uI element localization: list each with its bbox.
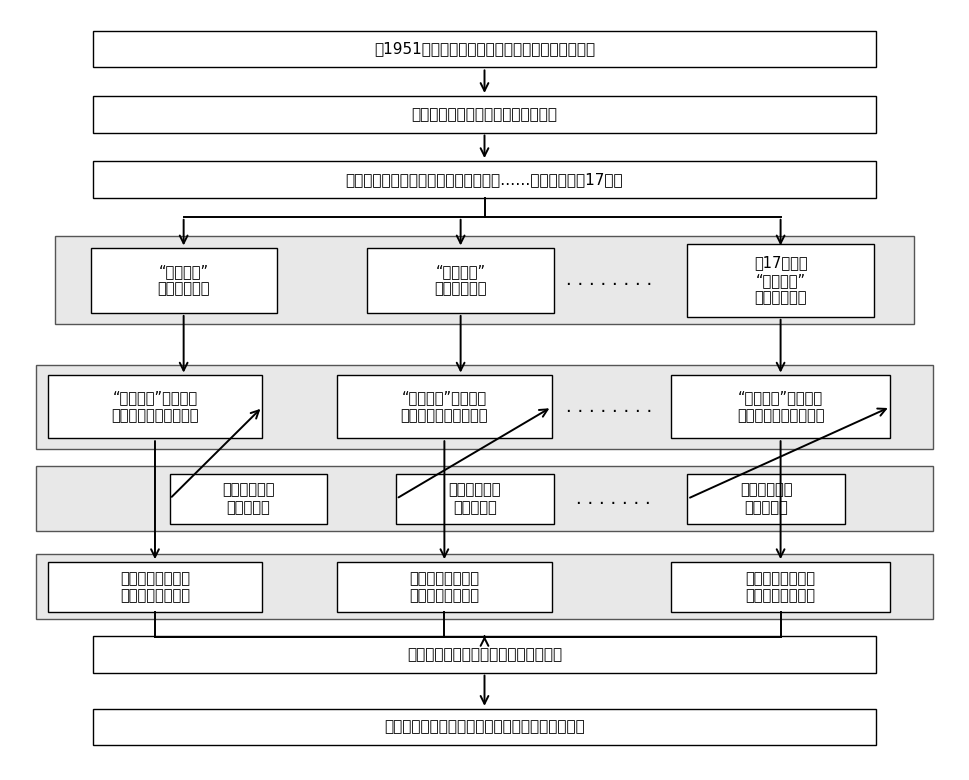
- Text: 预测年份的太
阳活动数据: 预测年份的太 阳活动数据: [222, 483, 275, 515]
- Text: 第17个因子
“北极浪动”
因子特征规律: 第17个因子 “北极浪动” 因子特征规律: [754, 256, 807, 305]
- Text: “太阳活动”因子影响
下各种覆冰发生频率表: “太阳活动”因子影响 下各种覆冰发生频率表: [111, 391, 199, 423]
- Text: . . . . . . . .: . . . . . . . .: [566, 398, 652, 416]
- Text: “太阳活动”
因子特征规律: “太阳活动” 因子特征规律: [157, 264, 210, 296]
- Text: 利用加权平均预测年份各种程度覆冰发生的总概率: 利用加权平均预测年份各种程度覆冰发生的总概率: [384, 720, 585, 735]
- Bar: [337, 562, 551, 612]
- Bar: [337, 375, 551, 438]
- Text: . . . . . . . .: . . . . . . . .: [566, 271, 652, 289]
- Bar: [93, 636, 876, 672]
- Bar: [47, 562, 263, 612]
- Bar: [671, 375, 891, 438]
- Bar: [687, 244, 874, 317]
- Text: 基于大气环流各种
覆冰发生频率预测: 基于大气环流各种 覆冰发生频率预测: [409, 571, 480, 603]
- Bar: [93, 96, 876, 133]
- Text: 预测年份的北
极浪动数据: 预测年份的北 极浪动数据: [740, 483, 793, 515]
- Bar: [90, 248, 277, 313]
- Bar: [396, 474, 553, 523]
- Bar: [93, 30, 876, 67]
- Text: “北极浪动”因子影响
下各种覆冰发生频率表: “北极浪动”因子影响 下各种覆冰发生频率表: [736, 391, 825, 423]
- Text: . . . . . . .: . . . . . . .: [576, 490, 651, 508]
- Bar: [36, 466, 933, 531]
- Text: “大气环流”因子影响
下各种覆冰发生频率表: “大气环流”因子影响 下各种覆冰发生频率表: [400, 391, 488, 423]
- Text: 基于北极浪动各种
覆冰发生频率预测: 基于北极浪动各种 覆冰发生频率预测: [745, 571, 816, 603]
- Bar: [93, 161, 876, 197]
- Bar: [671, 562, 891, 612]
- Text: “大气环流”
因子特征规律: “大气环流” 因子特征规律: [434, 264, 486, 296]
- Text: 预测年份的大
气环流数据: 预测年份的大 气环流数据: [449, 483, 501, 515]
- Bar: [47, 375, 263, 438]
- Text: 根据预报经验，给出各因子的影响权重: 根据预报经验，给出各因子的影响权重: [407, 647, 562, 661]
- Bar: [93, 709, 876, 746]
- Text: 基于太阳黑子各种
覆冰发生频率预测: 基于太阳黑子各种 覆冰发生频率预测: [120, 571, 190, 603]
- Bar: [687, 474, 845, 523]
- Bar: [36, 365, 933, 449]
- Text: 基于平均覆冰日数划分电网覆冰程度: 基于平均覆冰日数划分电网覆冰程度: [412, 107, 557, 122]
- Bar: [36, 555, 933, 619]
- Text: 自1951年以来的历史气象资料和电网覆冰数据输入: 自1951年以来的历史气象资料和电网覆冰数据输入: [374, 41, 595, 57]
- Bar: [54, 236, 915, 324]
- Text: 找出相关性强的太阳活动、大气环流、……、北极浪动等17因子: 找出相关性强的太阳活动、大气环流、……、北极浪动等17因子: [346, 172, 623, 187]
- Bar: [367, 248, 553, 313]
- Bar: [170, 474, 328, 523]
